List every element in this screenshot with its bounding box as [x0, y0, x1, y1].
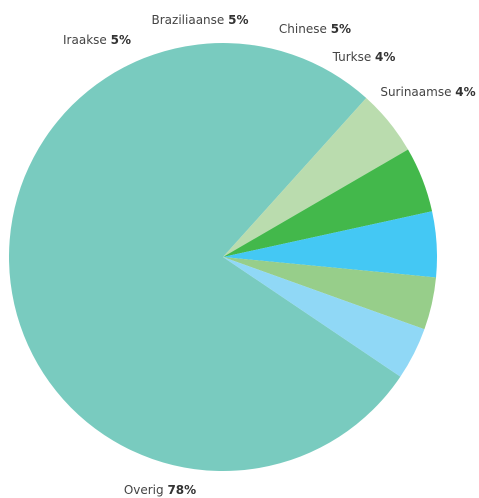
slice-label-turkse: Turkse 4%: [332, 50, 396, 64]
slice-label-percent: 5%: [111, 33, 131, 47]
slice-label-overig: Overig 78%: [124, 483, 196, 497]
slice-label-name: Overig: [124, 483, 168, 497]
pie-slice-surinaamse: [223, 257, 425, 377]
slice-label-name: Surinaamse: [380, 85, 455, 99]
slice-label-percent: 78%: [167, 483, 196, 497]
slice-label-percent: 4%: [455, 85, 475, 99]
pie-labels: Overig 78%Iraakse 5%Braziliaanse 5%Chine…: [63, 13, 476, 497]
slice-label-chinese: Chinese 5%: [279, 22, 351, 36]
slice-label-percent: 5%: [228, 13, 248, 27]
slice-label-percent: 4%: [375, 50, 395, 64]
pie-slice-braziliaanse: [223, 149, 433, 257]
pie-slice-chinese: [223, 211, 438, 278]
slice-label-iraakse: Iraakse 5%: [63, 33, 131, 47]
pie-slices: [8, 43, 438, 472]
pie-slice-turkse: [223, 257, 437, 330]
slice-label-braziliaanse: Braziliaanse 5%: [152, 13, 249, 27]
pie-slice-iraakse: [223, 98, 409, 258]
slice-label-name: Chinese: [279, 22, 331, 36]
slice-label-percent: 5%: [331, 22, 351, 36]
slice-label-name: Braziliaanse: [152, 13, 229, 27]
slice-label-name: Iraakse: [63, 33, 111, 47]
slice-label-surinaamse: Surinaamse 4%: [380, 85, 475, 99]
slice-label-name: Turkse: [332, 50, 375, 64]
pie-slice-overig: [8, 43, 401, 472]
